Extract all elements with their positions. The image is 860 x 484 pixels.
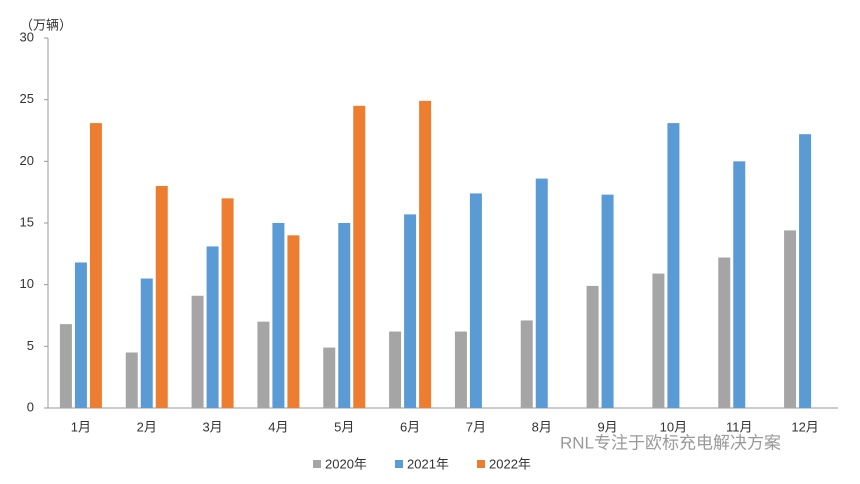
y-tick-label: 25 [20, 91, 34, 106]
x-tick-label: 12月 [791, 419, 818, 434]
bar [784, 230, 797, 408]
x-tick-label: 2月 [137, 419, 157, 434]
bar [206, 246, 219, 408]
bar [389, 331, 402, 408]
bar [454, 331, 467, 408]
y-tick-label: 15 [20, 214, 34, 229]
x-tick-label: 11月 [726, 419, 753, 434]
bar [338, 223, 351, 408]
legend-label: 2021年 [407, 456, 449, 471]
x-tick-label: 5月 [334, 419, 354, 434]
x-tick-label: 7月 [466, 419, 486, 434]
legend-swatch [313, 460, 321, 468]
bar [353, 105, 366, 408]
bar [323, 347, 336, 408]
bar [601, 194, 614, 408]
bar [59, 324, 72, 408]
bar [667, 123, 680, 408]
y-tick-label: 30 [20, 29, 34, 44]
unit-label: （万辆） [20, 17, 72, 32]
x-tick-label: 10月 [660, 419, 687, 434]
y-tick-label: 10 [20, 276, 34, 291]
x-tick-label: 9月 [597, 419, 617, 434]
legend-swatch [477, 460, 485, 468]
x-tick-label: 3月 [202, 419, 222, 434]
bar [419, 100, 432, 409]
bar [718, 257, 731, 408]
legend-swatch [395, 460, 403, 468]
bar [89, 123, 102, 408]
x-tick-label: 4月 [268, 419, 288, 434]
legend-label: 2020年 [325, 456, 367, 471]
bar [733, 161, 746, 408]
bar [257, 321, 270, 408]
bar [272, 223, 285, 408]
bar [191, 295, 204, 408]
bar [404, 214, 417, 408]
x-tick-label: 6月 [400, 419, 420, 434]
bar [74, 262, 87, 408]
bar [287, 235, 300, 408]
bar [799, 134, 812, 408]
y-tick-label: 5 [27, 338, 34, 353]
bar [535, 178, 548, 408]
bar [140, 278, 153, 408]
bar [520, 320, 533, 408]
x-tick-label: 8月 [532, 419, 552, 434]
y-tick-label: 0 [27, 399, 34, 414]
bar [221, 198, 234, 408]
bar [586, 285, 599, 408]
bar [469, 193, 482, 408]
watermark: RNL专注于欧标充电解决方案 [560, 433, 781, 452]
x-tick-label: 1月 [71, 419, 91, 434]
y-tick-label: 20 [20, 153, 34, 168]
bar [155, 186, 168, 408]
bar [125, 352, 138, 408]
legend-label: 2022年 [489, 456, 531, 471]
bar [652, 273, 665, 408]
